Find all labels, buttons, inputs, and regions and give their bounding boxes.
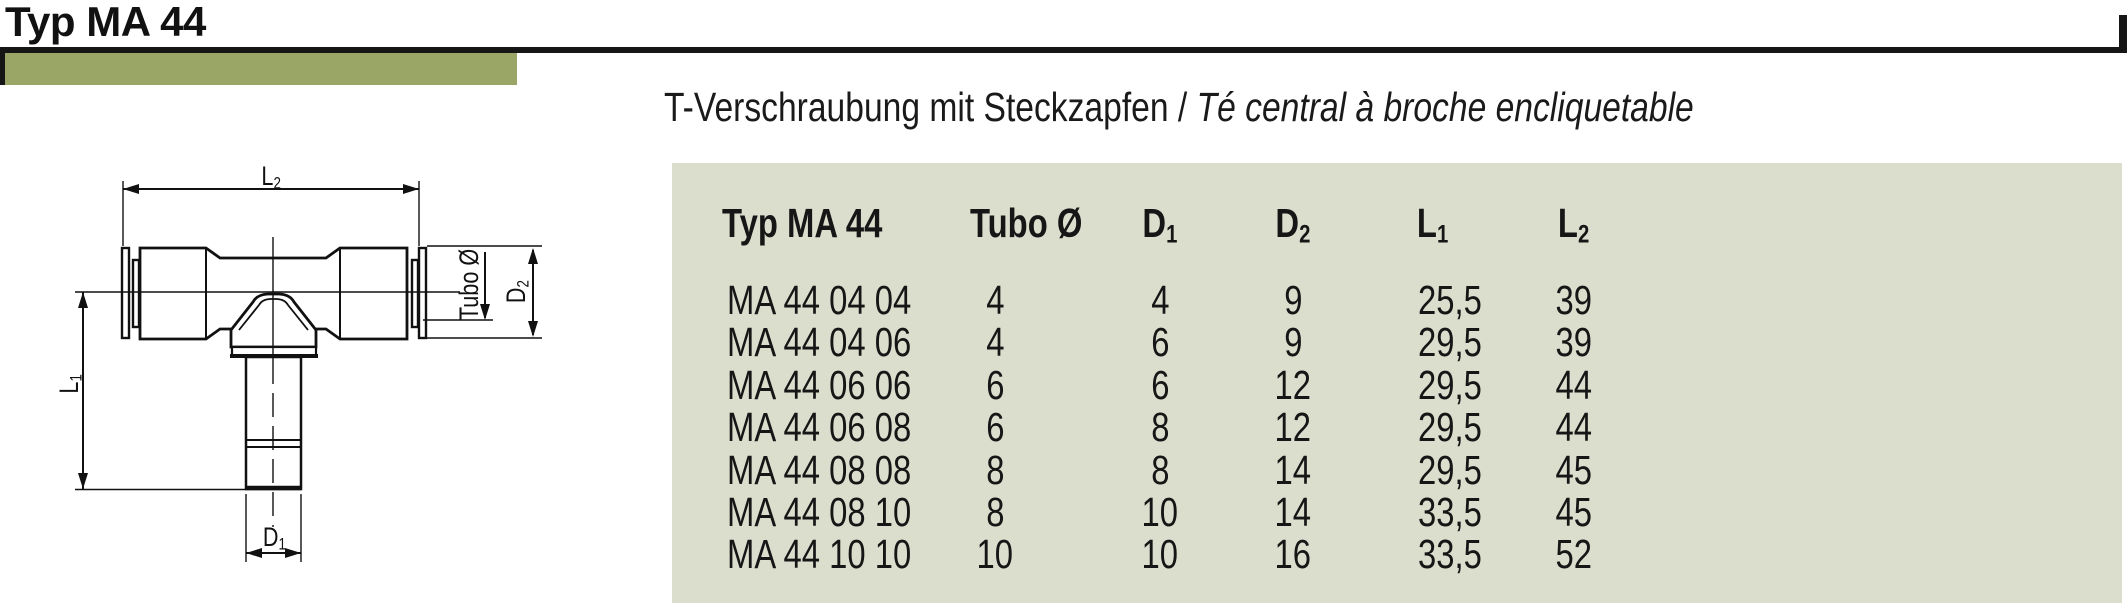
spec-table-panel: Typ MA 44 Tubo Ø D1 D2 L1 L2 MA 44 04 04… [672, 163, 2122, 603]
cell-l1: 25,5 [1418, 277, 1482, 323]
cell-l2: 44 [1555, 361, 1593, 408]
cell-tubo: 8 [985, 488, 1005, 535]
cell-d1: 10 [1141, 488, 1179, 535]
header-cell-tubo: Tubo Ø [969, 200, 1083, 246]
cell-d1: 6 [1150, 361, 1170, 408]
dim-label-d1: D1 [262, 522, 286, 554]
header-cell-l2: L2 [1558, 200, 1590, 249]
header-cell-d1: D1 [1142, 200, 1178, 249]
dim-tubo-d2 [423, 245, 542, 339]
cell-l1: 29,5 [1418, 446, 1482, 493]
cell-tubo: 10 [976, 531, 1014, 578]
cell-tubo: 4 [985, 319, 1005, 366]
header-cell-d2: D2 [1275, 200, 1311, 249]
subtitle-german: T-Verschraubung mit Steckzapfen [664, 84, 1169, 130]
cell-type: MA 44 08 08 [727, 446, 912, 493]
header-cell-type: Typ MA 44 [722, 200, 883, 246]
cell-d2: 14 [1274, 446, 1312, 493]
cell-type: MA 44 04 06 [727, 319, 912, 366]
cell-d2: 12 [1274, 404, 1312, 451]
cell-d2: 9 [1283, 277, 1303, 323]
cell-l2: 45 [1555, 446, 1593, 493]
cell-l1: 29,5 [1418, 319, 1482, 366]
table-body: MA 44 04 04 4 4 9 25,5 39 MA 44 04 06 4 … [672, 279, 2122, 576]
cell-tubo: 6 [985, 404, 1005, 451]
cell-d2: 16 [1274, 531, 1312, 578]
cell-l2: 39 [1555, 277, 1593, 323]
cell-type: MA 44 10 10 [727, 531, 912, 578]
subtitle: T-Verschraubung mit Steckzapfen / Té cen… [664, 84, 1920, 131]
table-header-row: Typ MA 44 Tubo Ø D1 D2 L1 L2 [672, 197, 2127, 249]
fitting-body [120, 246, 428, 491]
cell-d1: 10 [1141, 531, 1179, 578]
cell-l1: 33,5 [1418, 488, 1482, 535]
cell-d1: 8 [1150, 404, 1170, 451]
table-row: MA 44 04 04 4 4 9 25,5 39 [672, 277, 2122, 323]
dim-l1 [75, 292, 246, 491]
cell-d2: 14 [1274, 488, 1312, 535]
dim-l2 [122, 181, 420, 246]
dim-label-tubo: Tubo Ø [454, 248, 484, 320]
cell-l2: 52 [1555, 531, 1593, 578]
table-row: MA 44 08 08 8 8 14 29,5 45 [672, 446, 2122, 493]
header-cell-l1: L1 [1417, 200, 1449, 249]
dim-label-l2: L2 [261, 161, 281, 193]
dim-d1 [245, 494, 302, 562]
table-row: MA 44 10 10 10 10 16 33,5 52 [672, 531, 2122, 578]
subtitle-french: Té central à broche encliquetable [1196, 84, 1694, 130]
table-row: MA 44 04 06 4 6 9 29,5 39 [672, 319, 2122, 366]
rule-tick-right [2119, 15, 2127, 53]
top-rule [0, 47, 2120, 53]
centerlines [75, 237, 460, 527]
cell-l2: 39 [1555, 319, 1593, 366]
subtitle-separator: / [1168, 84, 1197, 130]
cell-l1: 29,5 [1418, 361, 1482, 408]
cell-tubo: 8 [985, 446, 1005, 493]
cell-type: MA 44 06 06 [727, 361, 912, 408]
cell-d1: 8 [1150, 446, 1170, 493]
cell-l1: 33,5 [1418, 531, 1482, 578]
cell-d2: 12 [1274, 361, 1312, 408]
cell-d2: 9 [1283, 319, 1303, 366]
cell-type: MA 44 06 08 [727, 404, 912, 451]
table-row: MA 44 06 06 6 6 12 29,5 44 [672, 361, 2122, 408]
cell-tubo: 6 [985, 361, 1005, 408]
cell-type: MA 44 08 10 [727, 488, 912, 535]
cell-tubo: 4 [985, 277, 1005, 323]
cell-l2: 45 [1555, 488, 1593, 535]
cell-d1: 6 [1150, 319, 1170, 366]
accent-bar [5, 53, 517, 85]
cell-type: MA 44 04 04 [727, 277, 912, 323]
dim-label-d2: D2 [501, 280, 533, 304]
rule-tick-left [0, 47, 5, 85]
cell-l1: 29,5 [1418, 404, 1482, 451]
table-row: MA 44 08 10 8 10 14 33,5 45 [672, 488, 2122, 535]
dim-label-l1: L1 [54, 374, 86, 394]
cell-d1: 4 [1150, 277, 1170, 323]
fitting-drawing-svg [75, 181, 542, 562]
cell-l2: 44 [1555, 404, 1593, 451]
table-row: MA 44 06 08 6 8 12 29,5 44 [672, 404, 2122, 451]
page-title: Typ MA 44 [5, 0, 206, 45]
